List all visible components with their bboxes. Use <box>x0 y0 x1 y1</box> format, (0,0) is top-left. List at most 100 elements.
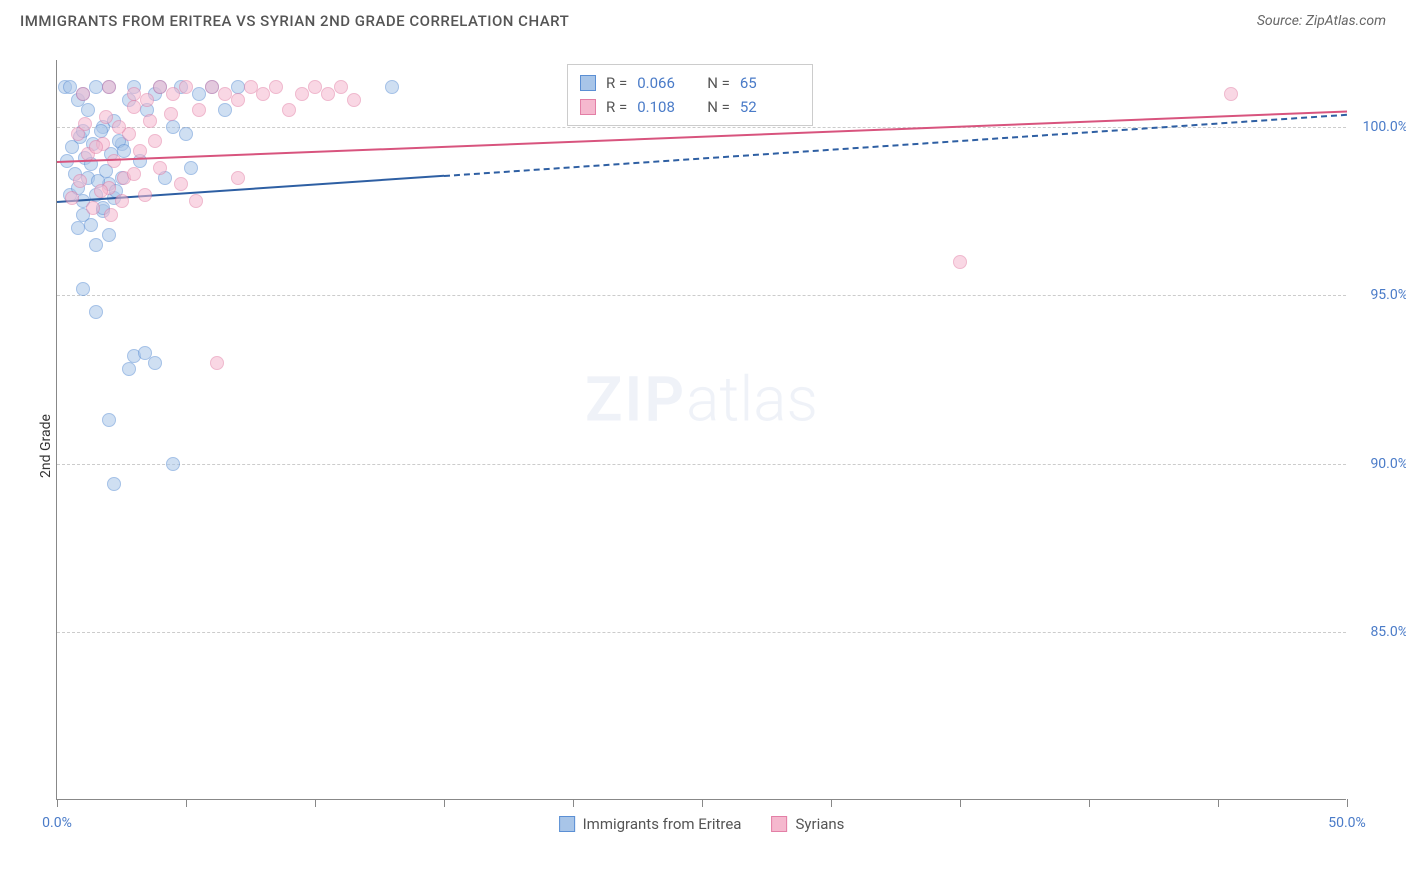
x-tick-label: 0.0% <box>42 815 72 831</box>
scatter-point <box>138 188 152 202</box>
y-tick-label: 90.0% <box>1370 456 1406 472</box>
scatter-point <box>192 87 206 101</box>
scatter-point <box>81 103 95 117</box>
x-tick <box>831 799 832 807</box>
scatter-point <box>94 184 108 198</box>
y-tick-label: 95.0% <box>1370 287 1406 303</box>
scatter-point <box>218 103 232 117</box>
scatter-point <box>133 144 147 158</box>
scatter-point <box>321 87 335 101</box>
scatter-point <box>89 305 103 319</box>
scatter-point <box>308 80 322 94</box>
scatter-point <box>218 87 232 101</box>
scatter-point <box>148 134 162 148</box>
scatter-point <box>140 93 154 107</box>
chart-legend: Immigrants from Eritrea Syrians <box>559 815 845 833</box>
scatter-point <box>71 221 85 235</box>
scatter-point <box>164 107 178 121</box>
scatter-point <box>143 114 157 128</box>
x-tick <box>57 799 58 807</box>
scatter-point <box>953 255 967 269</box>
scatter-point <box>166 457 180 471</box>
scatter-point <box>153 80 167 94</box>
source-label: Source: ZipAtlas.com <box>1257 13 1386 29</box>
x-tick <box>1347 799 1348 807</box>
scatter-point <box>153 161 167 175</box>
chart-plot-area: ZIPatlas 85.0%90.0%95.0%100.0%0.0%50.0%R… <box>56 60 1346 800</box>
stats-row: R = 0.108 N = 52 <box>580 95 800 119</box>
gridline <box>57 464 1346 465</box>
x-tick <box>573 799 574 807</box>
scatter-point <box>89 140 103 154</box>
watermark-atlas: atlas <box>686 363 818 436</box>
scatter-point <box>102 80 116 94</box>
scatter-point <box>102 413 116 427</box>
scatter-point <box>76 87 90 101</box>
y-tick-label: 100.0% <box>1363 119 1406 135</box>
scatter-point <box>89 238 103 252</box>
x-tick <box>444 799 445 807</box>
scatter-point <box>102 228 116 242</box>
scatter-point <box>244 80 258 94</box>
scatter-point <box>231 171 245 185</box>
scatter-point <box>385 80 399 94</box>
r-label: R = <box>606 71 627 95</box>
scatter-point <box>65 191 79 205</box>
watermark: ZIPatlas <box>585 363 818 436</box>
scatter-point <box>1224 87 1238 101</box>
scatter-point <box>78 117 92 131</box>
scatter-point <box>115 194 129 208</box>
n-label: N = <box>707 95 730 119</box>
scatter-point <box>282 103 296 117</box>
stats-row: R = 0.066 N = 65 <box>580 71 800 95</box>
scatter-point <box>231 93 245 107</box>
x-tick <box>1218 799 1219 807</box>
scatter-point <box>104 208 118 222</box>
x-tick <box>315 799 316 807</box>
y-axis-label: 2nd Grade <box>38 414 54 478</box>
scatter-point <box>179 80 193 94</box>
watermark-zip: ZIP <box>585 363 686 436</box>
scatter-point <box>231 80 245 94</box>
scatter-point <box>334 80 348 94</box>
n-label: N = <box>707 71 730 95</box>
n-value: 65 <box>740 71 790 95</box>
scatter-point <box>295 87 309 101</box>
scatter-point <box>179 127 193 141</box>
scatter-point <box>94 124 108 138</box>
series-swatch <box>580 75 596 91</box>
y-tick-label: 85.0% <box>1370 624 1406 640</box>
scatter-point <box>148 356 162 370</box>
legend-label: Syrians <box>795 815 844 833</box>
legend-item: Immigrants from Eritrea <box>559 815 742 833</box>
scatter-point <box>84 218 98 232</box>
scatter-point <box>86 201 100 215</box>
scatter-point <box>122 362 136 376</box>
scatter-point <box>174 177 188 191</box>
r-label: R = <box>606 95 627 119</box>
scatter-point <box>107 477 121 491</box>
chart-title: IMMIGRANTS FROM ERITREA VS SYRIAN 2ND GR… <box>20 12 569 30</box>
r-value: 0.066 <box>637 71 687 95</box>
scatter-point <box>73 174 87 188</box>
scatter-point <box>127 167 141 181</box>
scatter-point <box>210 356 224 370</box>
legend-swatch <box>771 816 787 832</box>
n-value: 52 <box>740 95 790 119</box>
scatter-point <box>89 80 103 94</box>
series-swatch <box>580 99 596 115</box>
x-tick <box>960 799 961 807</box>
r-value: 0.108 <box>637 95 687 119</box>
x-tick <box>186 799 187 807</box>
gridline <box>57 295 1346 296</box>
scatter-point <box>99 110 113 124</box>
scatter-point <box>256 87 270 101</box>
scatter-point <box>63 80 77 94</box>
scatter-point <box>269 80 283 94</box>
x-tick <box>702 799 703 807</box>
stats-box: R = 0.066 N = 65 R = 0.108 N = 52 <box>567 64 813 126</box>
scatter-point <box>184 161 198 175</box>
scatter-point <box>166 120 180 134</box>
legend-item: Syrians <box>771 815 844 833</box>
scatter-point <box>205 80 219 94</box>
